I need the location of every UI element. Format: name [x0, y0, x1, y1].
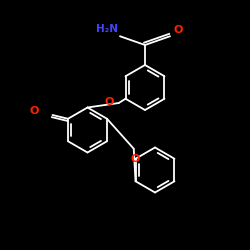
Text: H₂N: H₂N — [96, 24, 118, 34]
Text: O: O — [30, 106, 39, 116]
Text: O: O — [130, 154, 140, 164]
Text: O: O — [173, 25, 182, 35]
Text: O: O — [105, 97, 114, 107]
